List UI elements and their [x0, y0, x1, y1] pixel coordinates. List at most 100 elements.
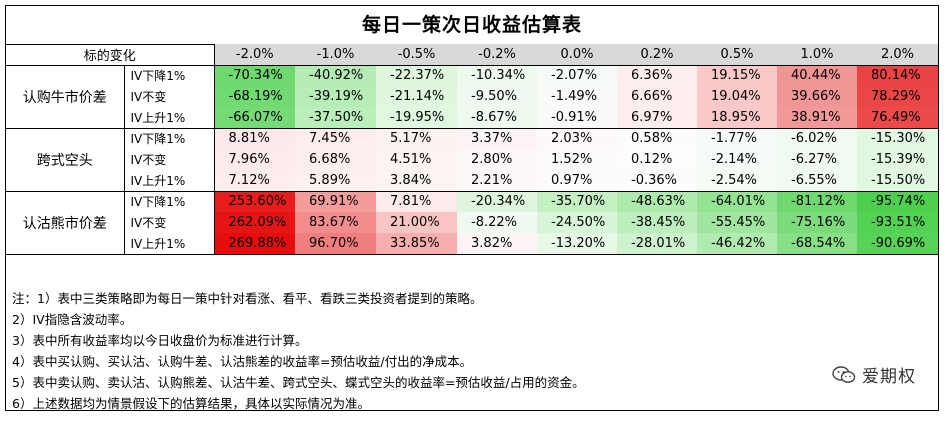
return-cell: -19.95% — [376, 107, 458, 129]
strategy-name: 认购牛市价差 — [6, 65, 125, 129]
return-cell: -22.37% — [376, 65, 458, 86]
return-cell: -37.50% — [295, 107, 377, 129]
return-cell: -2.07% — [537, 65, 618, 86]
return-cell: -46.42% — [697, 233, 778, 255]
header-col: -0.5% — [376, 44, 458, 66]
iv-scenario-label: IV不变 — [124, 212, 215, 233]
return-cell: 0.97% — [537, 170, 618, 192]
return-cell: 39.66% — [777, 86, 858, 107]
iv-scenario-label: IV不变 — [124, 86, 215, 107]
return-cell: -6.27% — [777, 149, 858, 170]
note-line: 6）上述数据均为情景假设下的估算结果，具体以实际情况为准。 — [12, 396, 370, 411]
note-line: 5）表中卖认购、卖认沽、认购熊差、认沽牛差、跨式空头、蝶式空头的收益率=预估收益… — [12, 375, 585, 390]
return-cell: 7.12% — [214, 170, 296, 192]
header-col: 0.0% — [537, 44, 618, 66]
table-row: IV不变 262.09% 83.67% 21.00% -8.22% -24.50% -38.… — [6, 212, 939, 233]
return-cell: -38.45% — [617, 212, 698, 233]
note-line: 2）IV指隐含波动率。 — [12, 312, 133, 327]
table-row: 认沽熊市价差 IV下降1% 253.60% 69.91% 7.81% -20.34% -35… — [6, 191, 939, 255]
note-line: 注：1）表中三类策略即为每日一策中针对看涨、看平、看跌三类投资者提到的策略。 — [12, 291, 483, 306]
return-cell: -15.39% — [857, 149, 939, 170]
return-cell: 4.51% — [376, 149, 458, 170]
return-cell: -8.22% — [457, 212, 538, 233]
return-cell: -35.70% — [537, 191, 618, 212]
return-cell: 6.66% — [617, 86, 698, 107]
iv-scenario-label: IV上升1% — [124, 170, 215, 192]
return-cell: -39.19% — [295, 86, 377, 107]
return-cell: -10.34% — [457, 65, 538, 86]
return-cell: 7.96% — [214, 149, 296, 170]
header-col: 0.5% — [697, 44, 778, 66]
return-cell: 0.12% — [617, 149, 698, 170]
iv-scenario-label: IV下降1% — [124, 191, 215, 212]
return-cell: -64.01% — [697, 191, 778, 212]
header-col: 0.2% — [617, 44, 698, 66]
return-cell: -15.50% — [857, 170, 939, 192]
return-cell: 80.14% — [857, 65, 939, 86]
return-cell: -70.34% — [214, 65, 296, 86]
brand-watermark: 爱期权 — [832, 362, 916, 387]
strategy-name: 认沽熊市价差 — [6, 191, 125, 255]
return-cell: -28.01% — [617, 233, 698, 255]
return-cell: 38.91% — [777, 107, 858, 129]
return-cell: -68.19% — [214, 86, 296, 107]
return-cell: 6.97% — [617, 107, 698, 129]
return-cell: 262.09% — [214, 212, 296, 233]
return-cell: 40.44% — [777, 65, 858, 86]
header-col: -1.0% — [295, 44, 377, 66]
return-cell: 19.04% — [697, 86, 778, 107]
table-row: IV上升1% -66.07% -37.50% -19.95% -8.67% -0.91% 6… — [6, 107, 939, 129]
brand-name: 爱期权 — [862, 367, 916, 387]
return-cell: -8.67% — [457, 107, 538, 129]
return-cell: 6.68% — [295, 149, 377, 170]
return-cell: -24.50% — [537, 212, 618, 233]
return-cell: -75.16% — [777, 212, 858, 233]
return-cell: -21.14% — [376, 86, 458, 107]
header-col: 1.0% — [777, 44, 858, 66]
return-cell: -2.14% — [697, 149, 778, 170]
return-cell: -15.30% — [857, 128, 939, 149]
return-cell: 6.36% — [617, 65, 698, 86]
table-row: IV不变 -68.19% -39.19% -21.14% -9.50% -1.49% 6.6… — [6, 86, 939, 107]
return-cell: -90.69% — [857, 233, 939, 255]
return-cell: 18.95% — [697, 107, 778, 129]
return-cell: -66.07% — [214, 107, 296, 129]
return-cell: -2.54% — [697, 170, 778, 192]
return-cell: 3.82% — [457, 233, 538, 255]
return-cell: 253.60% — [214, 191, 296, 212]
return-cell: 269.88% — [214, 233, 296, 255]
table-row: 跨式空头 IV下降1% 8.81% 7.45% 5.17% 3.37% 2.03% 0.58%… — [6, 128, 939, 192]
return-cell: -1.77% — [697, 128, 778, 149]
return-cell: -9.50% — [457, 86, 538, 107]
return-cell: 21.00% — [376, 212, 458, 233]
header-corner: 标的变化 — [6, 44, 215, 66]
return-cell: 69.91% — [295, 191, 377, 212]
return-cell: -13.20% — [537, 233, 618, 255]
strategy-name: 跨式空头 — [6, 128, 125, 192]
return-cell: 2.21% — [457, 170, 538, 192]
return-cell: -48.63% — [617, 191, 698, 212]
returns-table: 标的变化 -2.0% -1.0% -0.5% -0.2% 0.0% 0.2% 0.5% 1.0… — [6, 44, 939, 255]
return-cell: 7.81% — [376, 191, 458, 212]
return-cell: -93.51% — [857, 212, 939, 233]
iv-scenario-label: IV上升1% — [124, 107, 215, 129]
header-row: 标的变化 -2.0% -1.0% -0.5% -0.2% 0.0% 0.2% 0.5% 1.0… — [6, 44, 939, 66]
return-cell: 76.49% — [857, 107, 939, 129]
return-cell: 33.85% — [376, 233, 458, 255]
iv-scenario-label: IV不变 — [124, 149, 215, 170]
return-cell: 96.70% — [295, 233, 377, 255]
return-cell: 3.84% — [376, 170, 458, 192]
iv-scenario-label: IV下降1% — [124, 128, 215, 149]
return-cell: -55.45% — [697, 212, 778, 233]
return-cell: 78.29% — [857, 86, 939, 107]
return-cell: 5.89% — [295, 170, 377, 192]
notes-section: 注：1）表中三类策略即为每日一策中针对看涨、看平、看跌三类投资者提到的策略。 2）… — [12, 288, 932, 414]
estimate-table-panel: 每日一策次日收益估算表 标的变化 -2.0% -1.0% -0.5% -0.2% 0.0… — [5, 5, 939, 411]
return-cell: -6.02% — [777, 128, 858, 149]
note-line: 3）表中所有收益率均以今日收盘价为标准进行计算。 — [12, 333, 308, 348]
return-cell: 0.58% — [617, 128, 698, 149]
return-cell: 2.03% — [537, 128, 618, 149]
return-cell: 7.45% — [295, 128, 377, 149]
return-cell: -1.49% — [537, 86, 618, 107]
table-row: IV上升1% 7.12% 5.89% 3.84% 2.21% 0.97% -0.36% -2.… — [6, 170, 939, 192]
